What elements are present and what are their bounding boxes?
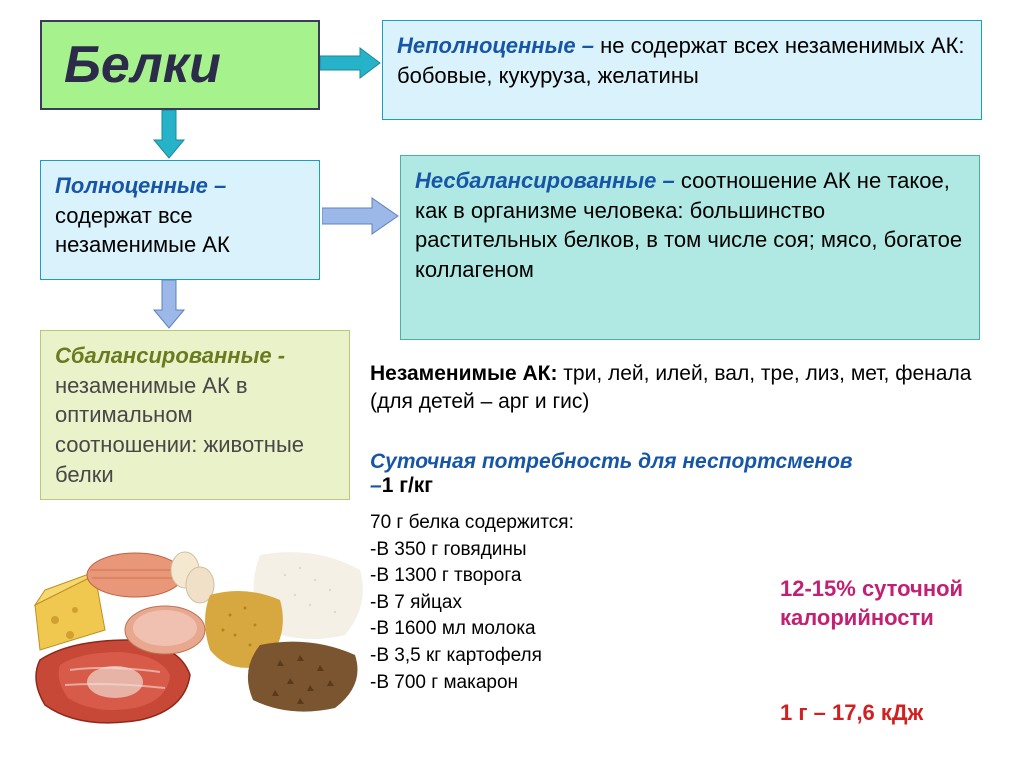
complete-box: Полноценные – содержат все незаменимые А… [40, 160, 320, 280]
grain-food-image [205, 540, 375, 720]
protein-item: -В 350 г говядины [370, 537, 574, 564]
protein-item: -В 3,5 кг картофеля [370, 643, 574, 670]
essential-aa-label: Незаменимые АК: [370, 362, 557, 385]
title-box: Белки [40, 20, 320, 110]
balanced-label: Сбалансированные - [55, 341, 335, 371]
energy-value: 1 г – 17,6 кДж [780, 700, 923, 726]
daily-need: Суточная потребность для неспортсменов –… [370, 450, 870, 498]
unbalanced-box: Несбалансированные – соотношение АК не т… [400, 155, 980, 340]
calorie-percent: 12-15% суточной калорийности [780, 575, 1024, 632]
incomplete-box: Неполноценные – не содержат всех незамен… [382, 20, 982, 120]
complete-text: содержат все незаменимые АК [55, 201, 305, 260]
protein-list: 70 г белка содержится: -В 350 г говядины… [370, 510, 574, 696]
title-text: Белки [64, 30, 221, 100]
arrow-complete-unbalanced [322, 196, 400, 236]
balanced-box: Сбалансированные - незаменимые АК в опти… [40, 330, 350, 500]
protein-item: -В 700 г макарон [370, 670, 574, 697]
arrow-complete-balanced [152, 280, 186, 330]
essential-aa: Незаменимые АК: три, лей, илей, вал, тре… [370, 360, 990, 417]
incomplete-label: Неполноценные – [397, 33, 594, 58]
balanced-text: незаменимые АК в оптимальном соотношении… [55, 371, 335, 490]
daily-need-value: 1 г/кг [382, 474, 433, 497]
complete-label: Полноценные – [55, 171, 305, 201]
protein-item: -В 1300 г творога [370, 563, 574, 590]
protein-list-header: 70 г белка содержится: [370, 510, 574, 537]
daily-need-label: Суточная потребность для неспортсменов – [370, 450, 853, 497]
arrow-title-incomplete [320, 46, 382, 80]
arrow-title-complete [152, 110, 186, 160]
protein-item: -В 7 яйцах [370, 590, 574, 617]
unbalanced-label: Несбалансированные – [415, 168, 675, 193]
protein-item: -В 1600 мл молока [370, 616, 574, 643]
